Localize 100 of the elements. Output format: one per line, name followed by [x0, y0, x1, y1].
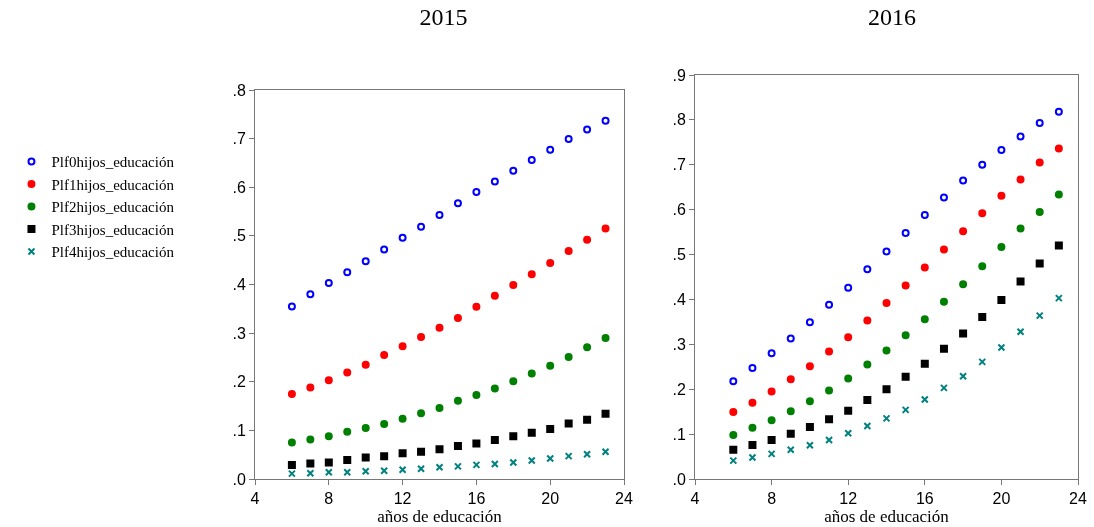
point [825, 415, 834, 424]
point [343, 427, 352, 436]
point [380, 452, 389, 461]
point [939, 383, 948, 392]
point [472, 439, 481, 448]
point [882, 299, 891, 308]
point [472, 188, 481, 197]
point [767, 416, 776, 425]
point [343, 368, 352, 377]
chart-title: 2016 [868, 3, 916, 30]
point [997, 145, 1006, 154]
point [805, 362, 814, 371]
point [997, 295, 1006, 304]
y-tick-label: .5 [232, 227, 246, 245]
point [490, 291, 499, 300]
point [601, 116, 610, 125]
point [472, 390, 481, 399]
y-tick-label: .2 [672, 380, 686, 398]
point [417, 409, 426, 418]
point [939, 245, 948, 254]
point [786, 375, 795, 384]
point [1016, 224, 1025, 233]
point [601, 409, 610, 418]
x-tick-label: 8 [767, 490, 777, 508]
point [453, 314, 462, 323]
point [1016, 327, 1025, 336]
point [306, 435, 315, 444]
y-tick-label: .3 [672, 335, 686, 353]
point [959, 176, 968, 185]
point [959, 280, 968, 289]
point [767, 349, 776, 358]
point [583, 125, 592, 134]
point [583, 235, 592, 244]
point [380, 351, 389, 360]
point [546, 424, 555, 433]
point [527, 456, 536, 465]
point [1035, 259, 1044, 268]
x-tick-label: 24 [615, 490, 633, 508]
point [417, 447, 426, 456]
point [1035, 158, 1044, 167]
point [863, 265, 872, 274]
point [287, 460, 296, 469]
point [1016, 277, 1025, 286]
point [844, 333, 853, 342]
point [435, 323, 444, 332]
x-tick-label: 20 [992, 490, 1011, 508]
chart-title: 2015 [419, 3, 468, 30]
point [453, 396, 462, 405]
y-tick-label: .6 [672, 201, 686, 219]
point [398, 233, 407, 242]
point [901, 229, 910, 238]
x-tick-label: 24 [1069, 490, 1087, 508]
point [1016, 132, 1025, 141]
point [825, 386, 834, 395]
point [324, 279, 333, 288]
point [825, 435, 834, 444]
point [863, 422, 872, 431]
y-tick-label: .3 [232, 324, 246, 342]
point [863, 316, 872, 325]
point [1035, 311, 1044, 320]
point [978, 357, 987, 366]
point [564, 419, 573, 428]
y-tick-label: .7 [232, 130, 246, 148]
point [978, 209, 987, 218]
point [509, 377, 518, 386]
point [490, 177, 499, 186]
point [825, 347, 834, 356]
point [324, 376, 333, 385]
point [1054, 241, 1063, 250]
y-tick-label: .1 [672, 425, 686, 443]
point [324, 432, 333, 441]
point [601, 333, 610, 342]
y-tick-label: .0 [672, 470, 686, 488]
point [398, 414, 407, 423]
point [343, 456, 352, 465]
point [601, 447, 610, 456]
point [863, 360, 872, 369]
point [546, 259, 555, 268]
point [786, 334, 795, 343]
point [343, 268, 352, 277]
point [306, 383, 315, 392]
point [417, 222, 426, 231]
point [509, 458, 518, 467]
point [978, 262, 987, 271]
point [920, 263, 929, 272]
point [1054, 294, 1063, 303]
legend-label: Plf3hijos_educación [51, 221, 175, 238]
x-tick-label: 16 [915, 490, 934, 508]
point [920, 359, 929, 368]
point [978, 160, 987, 169]
point [748, 440, 757, 449]
point [564, 246, 573, 255]
point [453, 462, 462, 471]
point [435, 445, 444, 454]
x-tick-label: 12 [839, 490, 858, 508]
point [805, 422, 814, 431]
point [748, 398, 757, 407]
point [564, 352, 573, 361]
point [978, 312, 987, 321]
y-tick-label: .6 [232, 178, 246, 196]
